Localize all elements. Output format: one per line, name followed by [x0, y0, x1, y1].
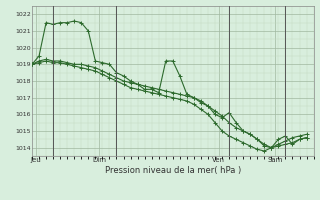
X-axis label: Pression niveau de la mer( hPa ): Pression niveau de la mer( hPa ) [105, 166, 241, 175]
